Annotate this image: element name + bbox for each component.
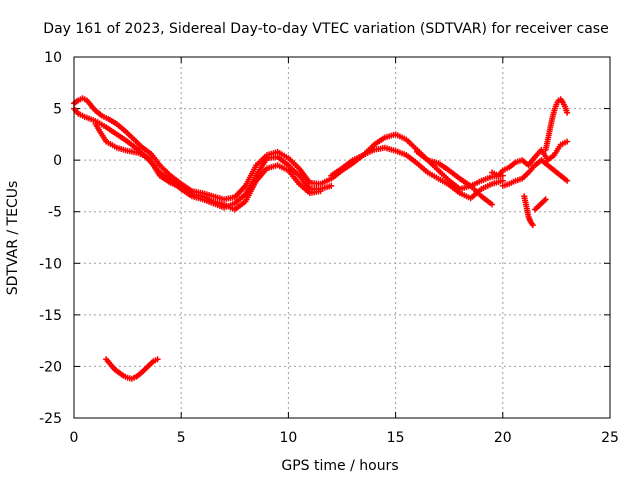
data-point-marker (542, 196, 549, 203)
series-track-h (542, 96, 571, 153)
data-point-marker (541, 197, 548, 204)
y-tick-label: 5 (53, 102, 62, 118)
data-point-marker (564, 109, 571, 116)
x-tick-label: 10 (279, 430, 297, 446)
data-series-layer (71, 95, 571, 382)
data-point-marker (489, 201, 496, 208)
y-tick-label: -5 (48, 205, 62, 221)
gridlines (73, 56, 611, 419)
x-tick-label: 25 (601, 430, 619, 446)
series-track-k (103, 356, 161, 382)
chart-title: Day 161 of 2023, Sidereal Day-to-day VTE… (43, 21, 608, 37)
y-tick-label: 0 (53, 153, 62, 169)
series-track-g (499, 157, 571, 189)
data-point-marker (564, 138, 571, 145)
data-point-marker (317, 188, 324, 195)
series-track-c (92, 121, 324, 213)
x-tick-label: 5 (177, 430, 186, 446)
y-tick-labels: 10 5 0 -5 -10 -15 -20 -25 (39, 50, 62, 427)
data-point-marker (154, 356, 161, 363)
y-tick-label: -10 (39, 256, 62, 272)
series-track-i (521, 193, 536, 229)
series-track-j (531, 196, 549, 213)
x-tick-labels: 0 5 10 15 20 25 (70, 430, 619, 446)
plot-frame (73, 56, 611, 419)
y-tick-label: 10 (44, 50, 62, 66)
y-tick-label: -25 (39, 411, 62, 427)
y-axis-label: SDTVAR / TECUs (5, 181, 21, 296)
y-tick-label: -20 (39, 359, 62, 375)
y-tick-label: -15 (39, 308, 62, 324)
data-point-marker (499, 177, 506, 184)
data-point-marker (529, 222, 536, 229)
x-tick-label: 20 (494, 430, 512, 446)
series-track-f (489, 138, 571, 179)
data-point-marker (564, 177, 571, 184)
x-axis-label: GPS time / hours (281, 458, 398, 474)
x-tick-label: 0 (70, 430, 79, 446)
x-tick-label: 15 (387, 430, 405, 446)
series-track-e (414, 148, 496, 208)
data-point-marker (328, 182, 335, 189)
